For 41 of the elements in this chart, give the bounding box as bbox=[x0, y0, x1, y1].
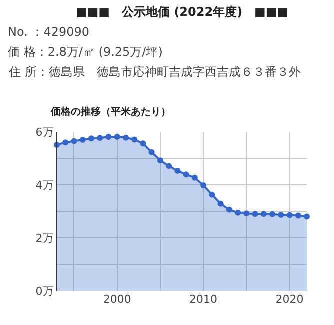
point bbox=[114, 134, 120, 140]
y-tick-label: 2万 bbox=[36, 232, 54, 245]
point bbox=[62, 140, 69, 146]
point bbox=[174, 168, 181, 174]
point bbox=[132, 136, 138, 143]
point bbox=[166, 163, 172, 170]
point bbox=[200, 182, 207, 189]
point bbox=[295, 212, 302, 219]
point bbox=[140, 140, 146, 147]
text: 価 格：2.8万/㎡ (9.25万/坪) bbox=[8, 45, 163, 59]
x-tick-label: 2020 bbox=[276, 293, 304, 306]
point bbox=[122, 134, 129, 141]
point bbox=[226, 206, 232, 213]
point bbox=[183, 172, 190, 178]
point bbox=[260, 211, 267, 218]
point bbox=[278, 212, 284, 218]
point bbox=[192, 174, 198, 181]
y-tick-label: 0万 bbox=[36, 284, 54, 298]
point bbox=[244, 210, 250, 217]
point bbox=[97, 135, 104, 142]
text: 住 所：徳島県 徳島市応神町吉成字西吉成６３番３外 bbox=[8, 65, 301, 79]
point bbox=[88, 136, 94, 142]
text: No. ：429090 bbox=[8, 25, 90, 39]
x-tick-label: 2010 bbox=[190, 293, 218, 306]
point bbox=[252, 211, 258, 218]
chart-subtitle: 価格の推移（平米あたり） bbox=[50, 106, 171, 118]
point bbox=[218, 200, 224, 207]
point bbox=[148, 149, 155, 156]
point bbox=[71, 138, 78, 144]
y-tick-label: 4万 bbox=[36, 178, 54, 192]
x-tick-label: 2000 bbox=[103, 293, 132, 306]
point bbox=[270, 211, 276, 218]
y-tick-label: 6万 bbox=[36, 126, 54, 139]
point bbox=[209, 192, 216, 198]
point bbox=[286, 212, 293, 218]
point bbox=[80, 136, 86, 143]
point bbox=[157, 158, 164, 164]
point bbox=[304, 214, 310, 220]
point bbox=[106, 134, 112, 140]
chart-title: ■■■ 公示地価 (2022年度) ■■■ bbox=[76, 5, 289, 19]
point bbox=[235, 210, 242, 216]
